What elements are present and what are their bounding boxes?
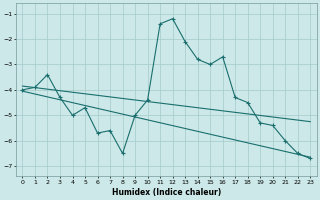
X-axis label: Humidex (Indice chaleur): Humidex (Indice chaleur): [112, 188, 221, 197]
